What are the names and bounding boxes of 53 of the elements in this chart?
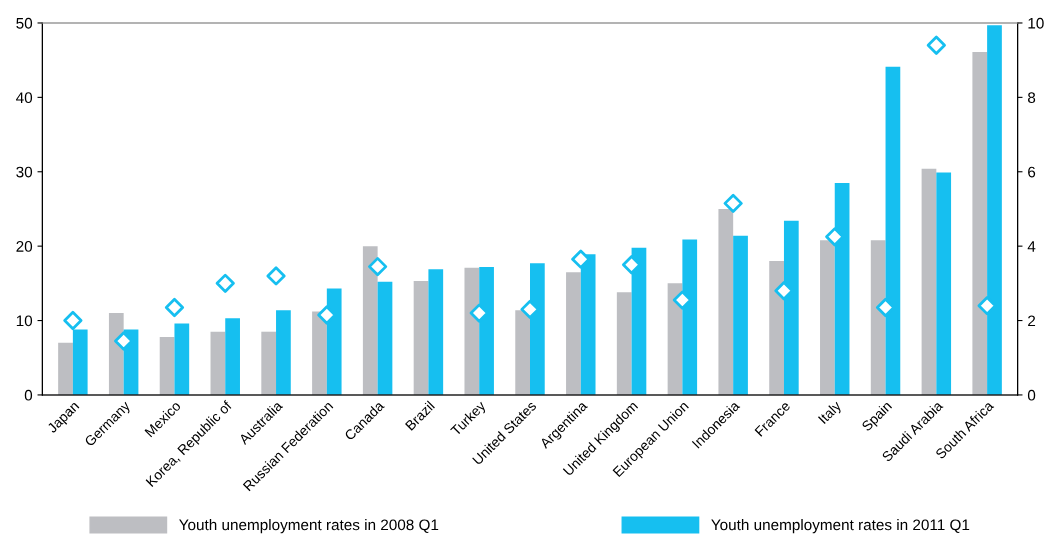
y2-tick-label: 10 (1028, 17, 1044, 29)
point (723, 193, 743, 213)
point (266, 266, 286, 286)
bar (312, 311, 327, 395)
bar (616, 292, 632, 395)
bar (108, 313, 124, 395)
y2-tick-label: 0 (1027, 389, 1036, 401)
point (926, 35, 946, 55)
bar (733, 235, 748, 395)
bar (159, 336, 175, 395)
bar (718, 208, 734, 395)
y2-tick-label: 4 (1027, 241, 1036, 252)
y2-tick-label: 8 (1027, 92, 1036, 104)
bar (413, 281, 429, 395)
point (63, 310, 83, 331)
bar (261, 331, 277, 395)
bar (276, 310, 291, 395)
bar (870, 240, 886, 395)
bar (515, 310, 530, 395)
legend-label: Youth unemployment rates in 2011 Q1 (711, 519, 970, 534)
bar (174, 323, 190, 395)
bar (769, 261, 784, 395)
point (368, 257, 388, 277)
bar (362, 246, 378, 395)
y-tick-label: 30 (16, 166, 33, 178)
bar (820, 240, 835, 395)
bar (210, 331, 226, 395)
point (215, 273, 235, 293)
y2-tick-label: 2 (1028, 315, 1036, 327)
bar (936, 172, 952, 395)
bar (428, 269, 444, 395)
bar (566, 272, 581, 395)
bar (972, 51, 988, 395)
x-tick-label: Italy (817, 399, 844, 427)
y-tick-label: 10 (16, 315, 33, 327)
legend-label: Youth unemployment rates in 2008 Q1 (179, 519, 439, 534)
point (977, 296, 997, 316)
bar (921, 168, 937, 395)
bar (58, 342, 73, 395)
point (317, 305, 337, 325)
bar (225, 318, 240, 395)
point (774, 281, 794, 301)
bar (464, 267, 480, 395)
y-tick-label: 50 (16, 17, 33, 29)
y-tick-label: 20 (16, 241, 33, 252)
point (164, 297, 185, 318)
point (672, 290, 692, 310)
point (520, 299, 540, 319)
y2-tick-label: 6 (1028, 166, 1036, 178)
y-tick-label: 40 (16, 92, 33, 104)
y-tick-label: 0 (24, 389, 33, 401)
bar (377, 281, 393, 395)
point (469, 303, 489, 323)
